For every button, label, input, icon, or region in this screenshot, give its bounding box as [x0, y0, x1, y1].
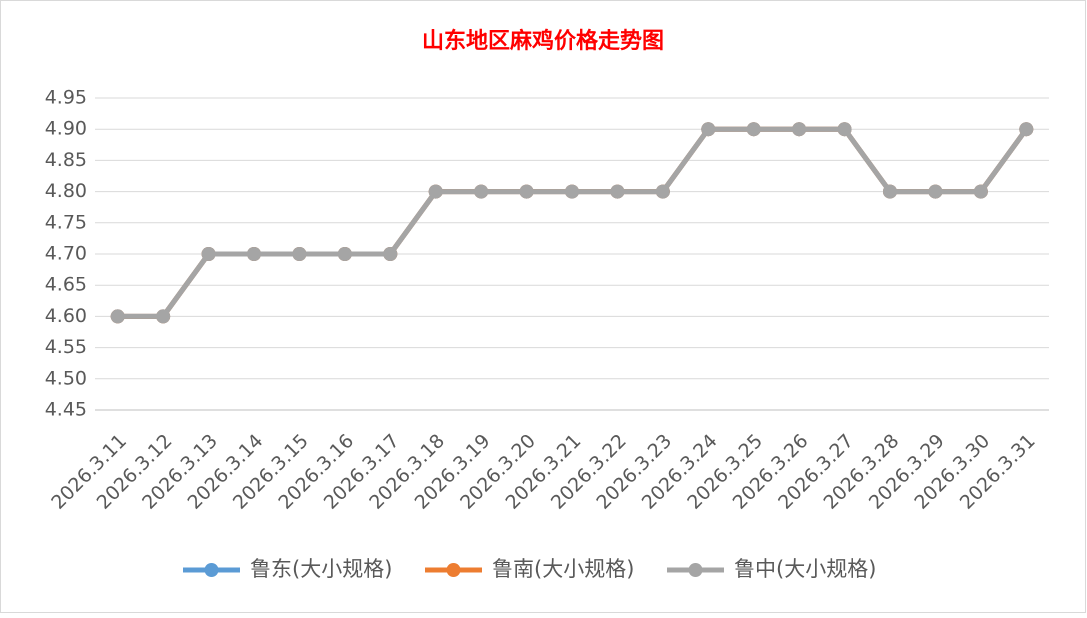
point	[1019, 122, 1034, 137]
point	[792, 122, 807, 137]
y-tick-label: 4.55	[45, 336, 87, 358]
legend-marker	[446, 563, 461, 577]
point	[474, 184, 489, 199]
point	[110, 309, 125, 324]
point	[383, 247, 398, 261]
legend-marker	[688, 563, 703, 577]
y-tick-label: 4.85	[45, 149, 87, 171]
point	[883, 184, 897, 199]
point	[156, 309, 171, 324]
y-tick-label: 4.95	[45, 87, 87, 109]
point	[610, 184, 625, 199]
legend-marker	[204, 563, 219, 577]
y-tick-label: 4.65	[45, 274, 87, 296]
y-tick-label: 4.90	[45, 118, 87, 140]
y-tick-label: 4.75	[45, 211, 87, 233]
point	[701, 122, 716, 137]
legend-label: 鲁南(大小规格)	[492, 557, 634, 581]
point	[201, 247, 216, 261]
y-tick-label: 4.80	[45, 180, 87, 202]
y-tick-label: 4.60	[45, 305, 87, 327]
legend-label: 鲁东(大小规格)	[250, 557, 392, 581]
point	[655, 184, 670, 199]
point	[247, 247, 261, 261]
point	[746, 122, 761, 137]
point	[428, 184, 443, 199]
point	[337, 247, 352, 261]
point	[928, 184, 943, 199]
point	[973, 184, 988, 199]
legend-label: 鲁中(大小规格)	[734, 557, 876, 581]
y-tick-label: 4.50	[45, 367, 87, 389]
chart-title: 山东地区麻鸡价格走势图	[422, 28, 664, 54]
y-tick-label: 4.45	[45, 399, 87, 421]
point	[837, 122, 852, 137]
point	[292, 247, 307, 261]
y-tick-label: 4.70	[45, 243, 87, 265]
point	[565, 184, 579, 199]
point	[519, 184, 534, 199]
